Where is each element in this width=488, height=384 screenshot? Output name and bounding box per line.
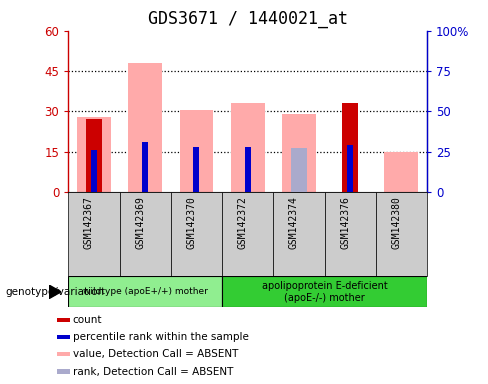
Bar: [343, 103, 358, 192]
Bar: [282, 114, 316, 192]
Bar: [68, 276, 222, 307]
Bar: [180, 110, 213, 192]
Bar: [171, 192, 222, 276]
Text: value, Detection Call = ABSENT: value, Detection Call = ABSENT: [73, 349, 238, 359]
Text: GSM142380: GSM142380: [391, 196, 401, 249]
Text: apolipoprotein E-deficient
(apoE-/-) mother: apolipoprotein E-deficient (apoE-/-) mot…: [262, 281, 387, 303]
Bar: [58, 369, 70, 374]
Text: GSM142374: GSM142374: [289, 196, 299, 249]
Text: GSM142369: GSM142369: [135, 196, 145, 249]
Polygon shape: [49, 285, 61, 299]
Text: count: count: [73, 314, 102, 325]
Text: rank, Detection Call = ABSENT: rank, Detection Call = ABSENT: [73, 366, 233, 377]
Text: GSM142370: GSM142370: [186, 196, 196, 249]
Bar: [193, 147, 200, 192]
Bar: [273, 192, 325, 276]
Bar: [325, 192, 376, 276]
Text: wildtype (apoE+/+) mother: wildtype (apoE+/+) mother: [83, 287, 207, 296]
Bar: [244, 147, 251, 192]
Bar: [222, 276, 427, 307]
Bar: [68, 192, 120, 276]
Text: GSM142372: GSM142372: [238, 196, 247, 249]
Title: GDS3671 / 1440021_at: GDS3671 / 1440021_at: [148, 10, 347, 28]
Text: genotype/variation: genotype/variation: [5, 287, 104, 297]
Bar: [142, 142, 148, 192]
Text: GSM142367: GSM142367: [84, 196, 94, 249]
Bar: [86, 119, 102, 192]
Bar: [291, 149, 306, 192]
Bar: [91, 150, 97, 192]
Bar: [347, 145, 353, 192]
Bar: [58, 352, 70, 356]
Bar: [376, 192, 427, 276]
Text: percentile rank within the sample: percentile rank within the sample: [73, 332, 249, 342]
Bar: [128, 63, 162, 192]
Bar: [120, 192, 171, 276]
Bar: [385, 152, 418, 192]
Text: GSM142376: GSM142376: [340, 196, 350, 249]
Bar: [343, 158, 358, 192]
Bar: [58, 318, 70, 322]
Bar: [58, 335, 70, 339]
Bar: [77, 117, 111, 192]
Bar: [222, 192, 273, 276]
Bar: [231, 103, 264, 192]
